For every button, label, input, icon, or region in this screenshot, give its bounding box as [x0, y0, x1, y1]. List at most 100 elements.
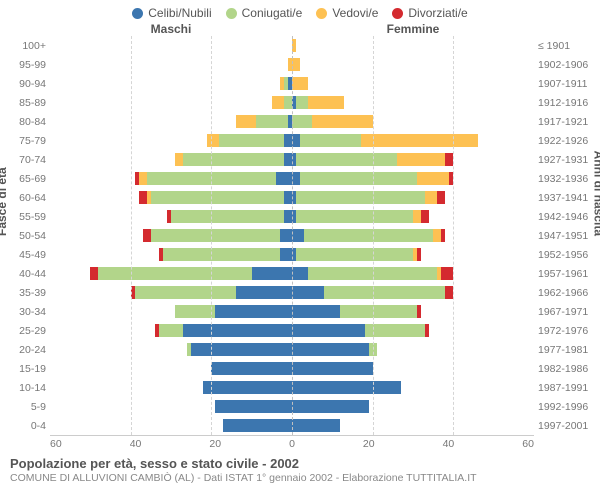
male-bar [50, 362, 292, 375]
female-bar [292, 58, 534, 71]
male-bar [50, 153, 292, 166]
male-bar [50, 210, 292, 223]
male-header: Maschi [50, 22, 292, 36]
male-bar [50, 77, 292, 90]
legend-item: Coniugati/e [226, 6, 303, 20]
birth-label: 1982-1986 [538, 363, 600, 375]
female-bar [292, 39, 534, 52]
age-label: 75-79 [0, 135, 46, 147]
age-label: 70-74 [0, 154, 46, 166]
male-bar [50, 343, 292, 356]
male-bar [50, 267, 292, 280]
yaxis-left-label: Fasce di età [0, 167, 9, 236]
birth-label: 1962-1966 [538, 287, 600, 299]
female-bar [292, 96, 534, 109]
female-bar [292, 248, 534, 261]
legend-label: Celibi/Nubili [148, 6, 211, 20]
female-bar [292, 134, 534, 147]
female-bar [292, 419, 534, 432]
female-bar [292, 305, 534, 318]
female-bar [292, 210, 534, 223]
male-bar [50, 381, 292, 394]
male-bar [50, 191, 292, 204]
male-bar [50, 400, 292, 413]
birth-column: ≤ 1901 1902-1906 1907-1911 1912-1916 1917-19… [534, 36, 600, 436]
female-bar [292, 115, 534, 128]
legend-swatch [316, 8, 327, 19]
footer: Popolazione per età, sesso e stato civil… [10, 456, 590, 484]
legend-swatch [132, 8, 143, 19]
footer-title: Popolazione per età, sesso e stato civil… [10, 456, 590, 471]
xtick: 0 [289, 438, 295, 450]
birth-label: 1952-1956 [538, 249, 600, 261]
female-bar [292, 381, 534, 394]
age-label: 90-94 [0, 78, 46, 90]
male-bar [50, 305, 292, 318]
male-bar [50, 39, 292, 52]
female-bar [292, 77, 534, 90]
birth-label: 1977-1981 [538, 344, 600, 356]
chart-area: Fasce di età 100+95-9990-9485-8980-8475-… [0, 36, 600, 436]
age-label: 15-19 [0, 363, 46, 375]
age-label: 45-49 [0, 249, 46, 261]
female-header: Femmine [292, 22, 534, 36]
birth-label: 1957-1961 [538, 268, 600, 280]
male-bar [50, 172, 292, 185]
female-bar [292, 343, 534, 356]
female-bar [292, 324, 534, 337]
legend-label: Coniugati/e [242, 6, 303, 20]
female-bar [292, 267, 534, 280]
female-bar [292, 229, 534, 242]
male-bar [50, 419, 292, 432]
age-label: 40-44 [0, 268, 46, 280]
legend-label: Divorziati/e [408, 6, 467, 20]
birth-label: 1997-2001 [538, 420, 600, 432]
age-label: 30-34 [0, 306, 46, 318]
xtick: 20 [363, 438, 375, 450]
birth-label: 1912-1916 [538, 97, 600, 109]
female-bar [292, 153, 534, 166]
male-bar [50, 58, 292, 71]
male-bar [50, 248, 292, 261]
age-label: 10-14 [0, 382, 46, 394]
birth-label: 1922-1926 [538, 135, 600, 147]
legend-label: Vedovi/e [332, 6, 378, 20]
male-bar [50, 229, 292, 242]
male-bar [50, 96, 292, 109]
female-bar [292, 172, 534, 185]
xtick: 60 [522, 438, 534, 450]
age-label: 35-39 [0, 287, 46, 299]
legend-swatch [226, 8, 237, 19]
legend-item: Celibi/Nubili [132, 6, 211, 20]
birth-label: 1907-1911 [538, 78, 600, 90]
birth-label: 1902-1906 [538, 59, 600, 71]
column-headers: Maschi Femmine [0, 22, 600, 36]
footer-subtitle: COMUNE DI ALLUVIONI CAMBIÒ (AL) - Dati I… [10, 472, 590, 484]
birth-label: 1917-1921 [538, 116, 600, 128]
xtick: 60 [50, 438, 62, 450]
male-bar [50, 134, 292, 147]
center-line [292, 36, 293, 435]
xtick: 40 [443, 438, 455, 450]
x-axis: 6040200204060 [50, 436, 534, 450]
legend-item: Divorziati/e [392, 6, 467, 20]
age-label: 20-24 [0, 344, 46, 356]
legend-swatch [392, 8, 403, 19]
yaxis-right-label: Anni di nascita [591, 151, 600, 236]
legend-item: Vedovi/e [316, 6, 378, 20]
legend: Celibi/Nubili Coniugati/e Vedovi/e Divorzia… [0, 0, 600, 22]
age-label: 80-84 [0, 116, 46, 128]
age-column: 100+95-9990-9485-8980-8475-7970-7465-696… [0, 36, 50, 436]
age-label: 95-99 [0, 59, 46, 71]
age-label: 100+ [0, 40, 46, 52]
birth-label: 1987-1991 [538, 382, 600, 394]
female-bar [292, 191, 534, 204]
female-bar [292, 400, 534, 413]
birth-label: 1992-1996 [538, 401, 600, 413]
birth-label: ≤ 1901 [538, 40, 600, 52]
male-bar [50, 324, 292, 337]
age-label: 25-29 [0, 325, 46, 337]
birth-label: 1972-1976 [538, 325, 600, 337]
male-bar [50, 286, 292, 299]
xtick: 20 [209, 438, 221, 450]
